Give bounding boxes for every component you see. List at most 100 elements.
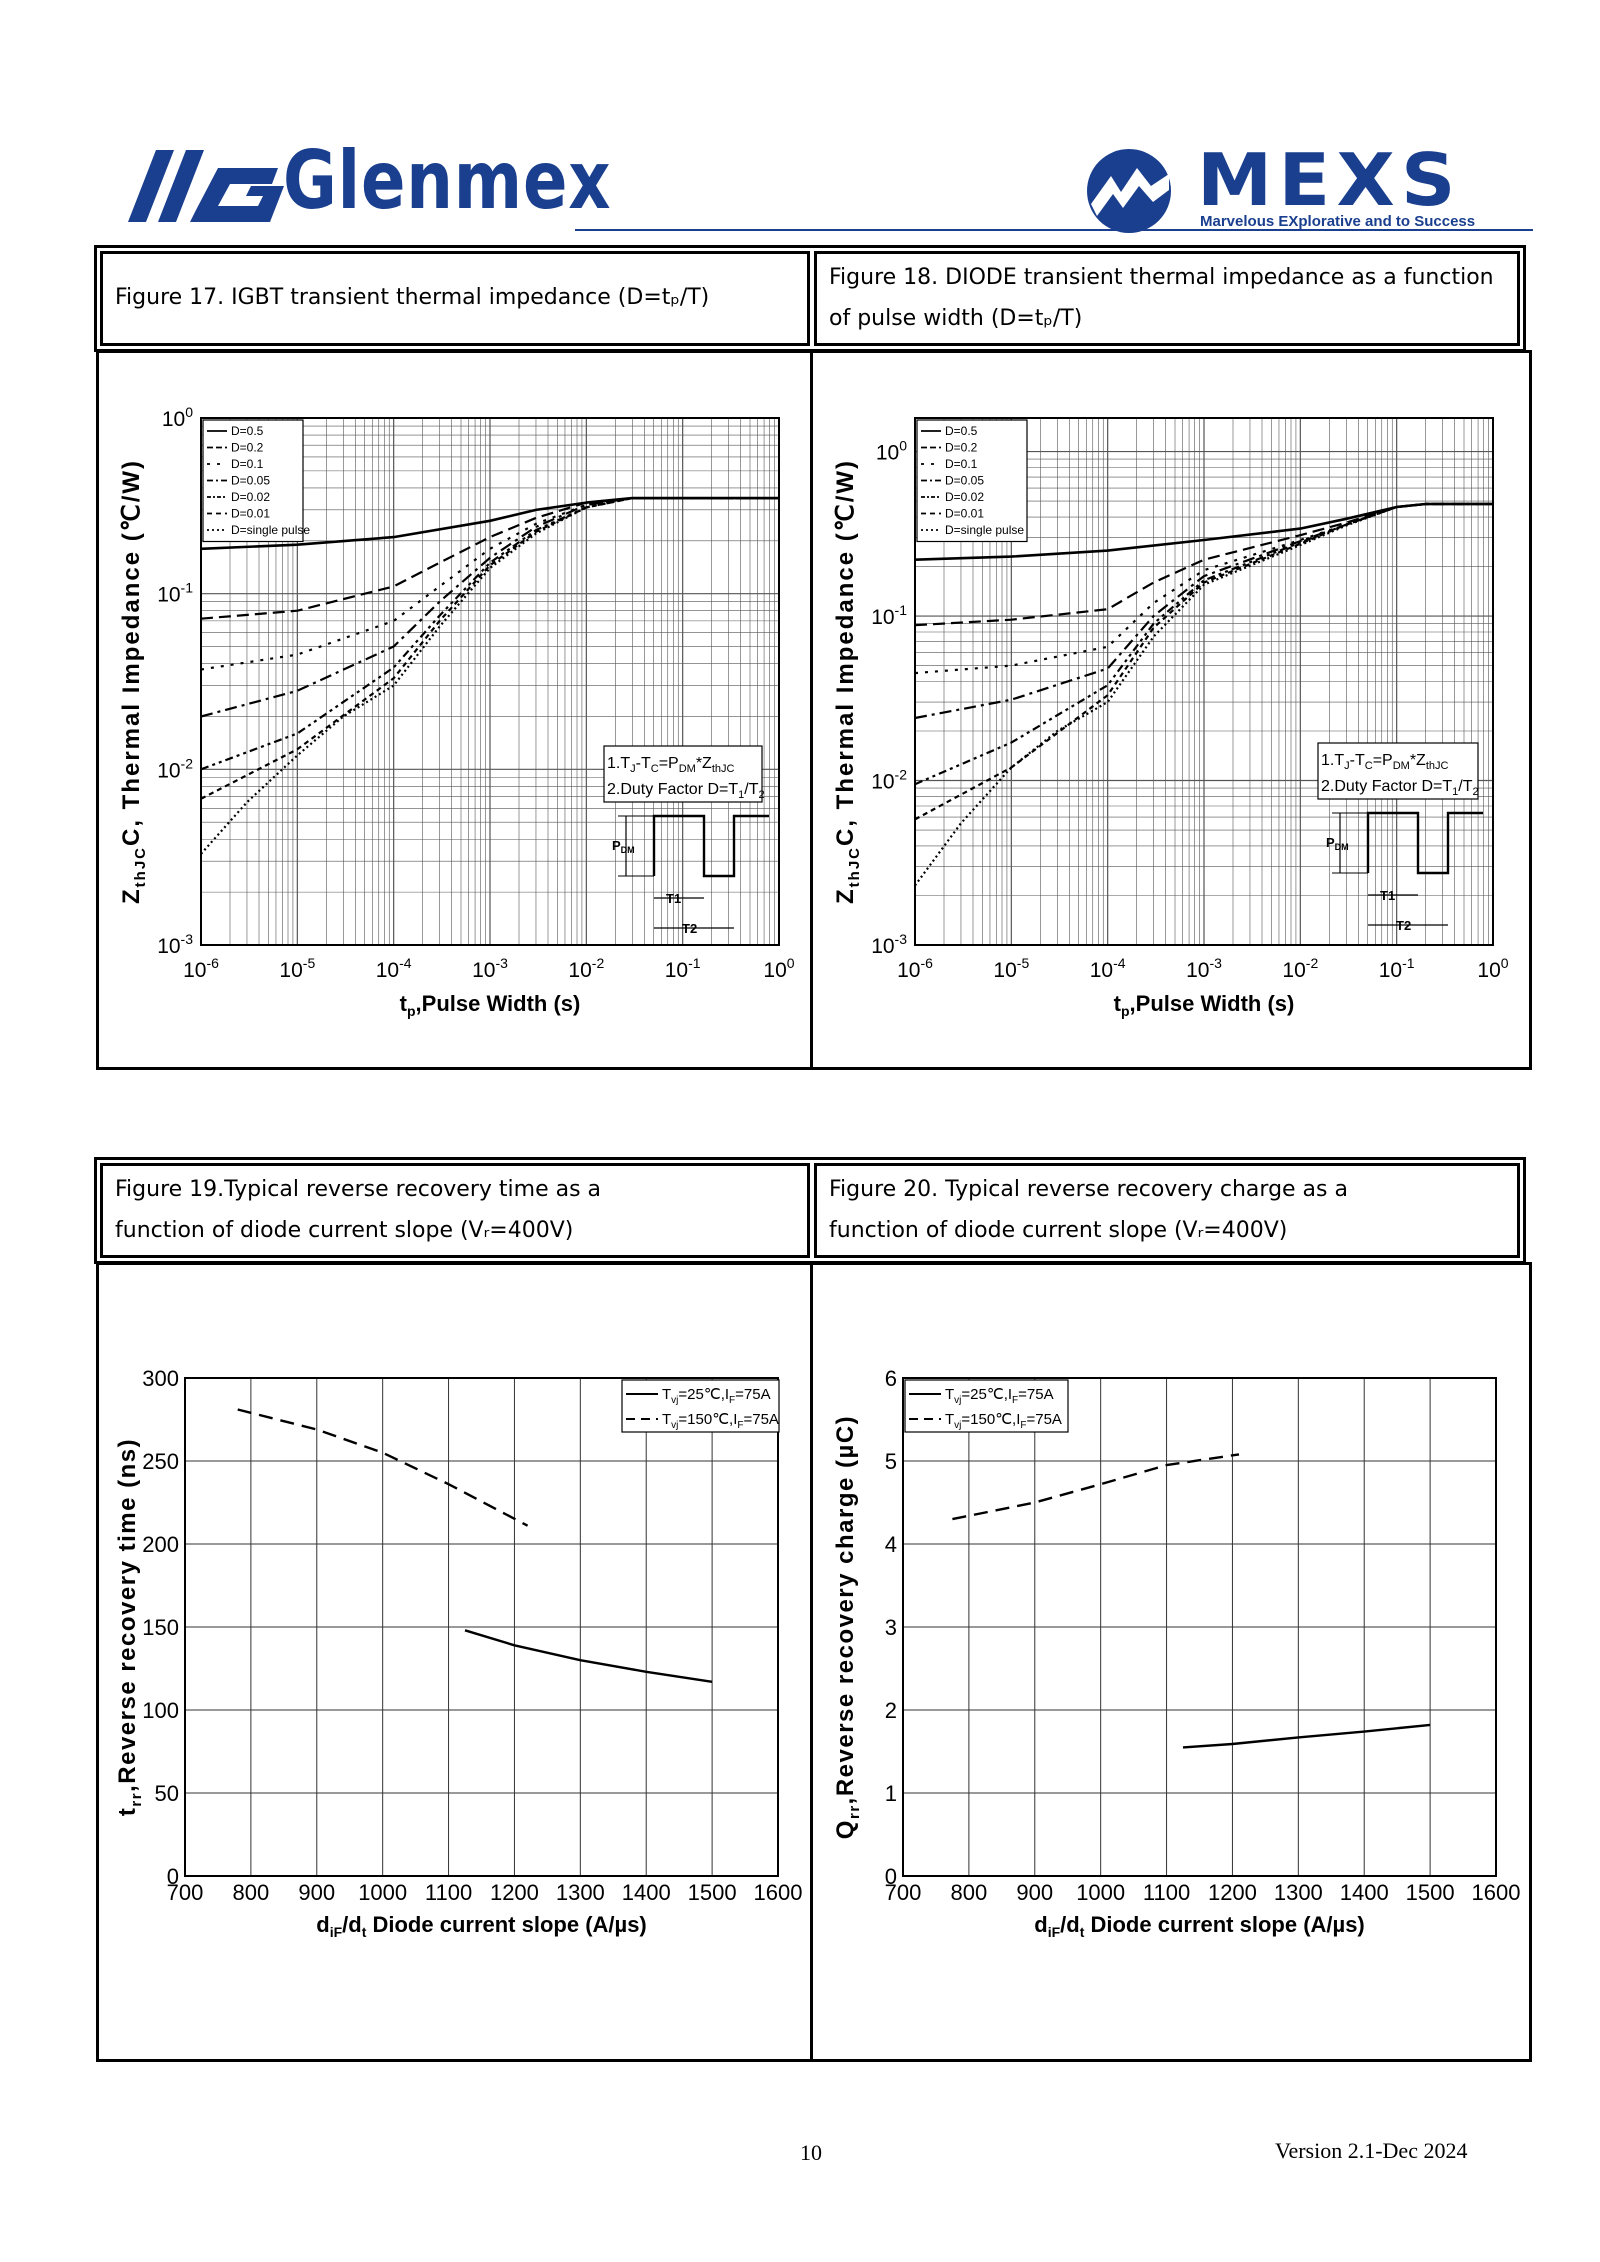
mexs-wordmark: MEXS: [1197, 138, 1462, 222]
fig17-ytick-label: 10-3: [157, 931, 193, 958]
fig19-grid: [184, 1377, 779, 1877]
version-label: Version 2.1-Dec 2024: [1275, 2138, 1468, 2163]
fig19-ytick-label: 50: [155, 1781, 179, 1806]
fig19-xtick-label: 1600: [754, 1880, 803, 1905]
fig19-xtick-label: 1100: [425, 1880, 472, 1905]
fig18-series-d-0-02: [914, 502, 1493, 786]
fig17-t2-label: T2: [682, 921, 697, 936]
fig20-xtick-label: 900: [1016, 1880, 1053, 1905]
fig19-xtick-label: 1000: [358, 1880, 407, 1905]
fig18-panel: 10-6 10-5 10-4 10-3 10-2 10-1 100 10-3 10-2 10-1 1…: [810, 350, 1532, 1070]
fig17-plot-frame: [200, 417, 780, 946]
fig18-legend-label: D=0.05: [945, 474, 984, 488]
fig18-legend-label: D=0.1: [945, 457, 978, 471]
fig20-xtick-label: 1000: [1076, 1880, 1125, 1905]
fig17-series-d-single-pulse: [200, 497, 779, 855]
fig18-series-d-single-pulse: [914, 502, 1493, 887]
fig17-caption: Figure 17. IGBT transient thermal impeda…: [100, 251, 810, 346]
fig17-series-d-0-02: [200, 497, 779, 771]
fig18-legend-label: D=0.2: [945, 441, 978, 455]
fig18-series-d-0-05: [914, 502, 1493, 720]
fig20-ytick-label: 5: [885, 1449, 897, 1474]
fig20-series-tvj150: [952, 1453, 1240, 1521]
fig18-ylabel: ZthJCC, Thermal Impedance (℃/W): [832, 459, 863, 904]
fig18-pdm-label: PDM: [1326, 835, 1349, 852]
fig18-ytick-label: 10-2: [871, 767, 907, 794]
glenmex-logo: Glenmex: [118, 134, 611, 240]
fig17-legend-label: D=single pulse: [231, 523, 310, 537]
fig18-xtick-label: 10-4: [1090, 955, 1126, 982]
fig19-ytick-label: 300: [142, 1366, 179, 1391]
fig19-ytick-label: 100: [142, 1698, 179, 1723]
fig20-grid: [902, 1377, 1497, 1877]
fig20-ytick-label: 2: [885, 1698, 897, 1723]
fig18-legend-label: D=0.01: [945, 507, 984, 521]
fig19-ytick-label: 150: [142, 1615, 179, 1640]
fig18-chart: 10-6 10-5 10-4 10-3 10-2 10-1 100 10-3 10-2 10-1 1…: [832, 417, 1509, 1019]
fig18-ytick-label: 100: [876, 438, 907, 465]
fig20-xtick-label: 1100: [1143, 1880, 1190, 1905]
fig17-ylabel: ZthJCC, Thermal Impedance (℃/W): [118, 459, 149, 904]
fig20-ytick-label: 4: [885, 1532, 897, 1557]
fig19-chart: 700 800 900 1000 1100 1200 1300 1400 1500 1600 0 50…: [114, 1366, 803, 1940]
fig19-legend-label: Tvj=150℃,IF=75A: [662, 1411, 779, 1431]
fig20-ytick-label: 0: [885, 1864, 897, 1889]
fig19-caption-line2: function of diode current slope (Vᵣ=400V…: [115, 1218, 574, 1243]
fig20-ytick-label: 6: [885, 1366, 897, 1391]
fig18-plot-frame: [914, 417, 1494, 946]
fig17-xtick-label: 10-2: [568, 955, 604, 982]
fig18-xtick-label: 10-1: [1379, 955, 1415, 982]
fig17-xtick-label: 100: [763, 955, 794, 982]
fig19-ylabel: trr,Reverse recovery time (ns): [114, 1438, 145, 1816]
fig17-legend-label: D=0.1: [231, 457, 264, 471]
fig20-legend-label: Tvj=25℃,IF=75A: [945, 1386, 1054, 1406]
fig17-panel: 10-6 10-5 10-4 10-3 10-2 10-1 100 10-3 10-2 10-1 1…: [96, 350, 813, 1070]
fig18-series-d-0-2: [914, 502, 1493, 627]
fig18-ytick-label: 10-3: [871, 931, 907, 958]
fig18-legend: D=0.5 D=0.2 D=0.1 D=0.05 D=0.02 D=0.01 D=singl…: [916, 419, 1028, 543]
fig17-legend-box: [202, 419, 304, 543]
fig17-t1-label: T1: [666, 891, 681, 906]
fig19-xtick-label: 1200: [490, 1880, 539, 1905]
fig18-caption-line1: Figure 18. DIODE transient thermal imped…: [829, 265, 1494, 290]
fig18-xtick-label: 10-3: [1186, 955, 1222, 982]
fig18-grid: [914, 418, 1493, 946]
fig20-ylabel: Qrr,Reverse recovery charge (µC): [832, 1415, 863, 1839]
fig20-xtick-label: 1500: [1406, 1880, 1455, 1905]
fig19-legend: Tvj=25℃,IF=75A Tvj=150℃,IF=75A: [621, 1379, 780, 1433]
fig17-legend-label: D=0.01: [231, 507, 270, 521]
fig17-legend-label: D=0.5: [231, 424, 264, 438]
fig20-xtick-label: 1400: [1340, 1880, 1389, 1905]
fig17-legend-label: D=0.02: [231, 490, 270, 504]
fig18-xtick-label: 10-6: [897, 955, 933, 982]
fig20-xlabel: diF/dt Diode current slope (A/µs): [1034, 1912, 1365, 1940]
fig18-caption-line2: of pulse width (D=tₚ/T): [829, 306, 1083, 331]
fig19-ytick-label: 250: [142, 1449, 179, 1474]
mexs-logo: MEXS Marvelous EXplorative and to Succes…: [1085, 138, 1530, 236]
fig17-pdm-label: PDM: [612, 838, 635, 855]
fig19-xlabel: diF/dt Diode current slope (A/µs): [316, 1912, 647, 1940]
fig20-panel: 700 800 900 1000 1100 1200 1300 1400 1500 1600 0 1 2…: [810, 1262, 1532, 2062]
glenmex-wordmark: Glenmex: [283, 134, 612, 227]
fig20-ytick-label: 3: [885, 1615, 897, 1640]
fig18-xlabel: tp,Pulse Width (s): [1114, 991, 1295, 1019]
fig19-legend-box: [621, 1379, 780, 1433]
header-rule: [575, 229, 1533, 231]
fig17-chart: 10-6 10-5 10-4 10-3 10-2 10-1 100 10-3 10-2 10-1 1…: [118, 404, 795, 1019]
fig19-xtick-label: 1300: [556, 1880, 605, 1905]
fig19-xtick-label: 800: [233, 1880, 270, 1905]
fig17-legend: D=0.5 D=0.2 D=0.1 D=0.05 D=0.02 D=0.01 D=singl…: [202, 419, 310, 543]
fig19-panel: 700 800 900 1000 1100 1200 1300 1400 1500 1600 0 50…: [96, 1262, 813, 2062]
fig20-legend-box: [904, 1379, 1069, 1433]
fig19-caption-line1: Figure 19.Typical reverse recovery time …: [115, 1177, 602, 1202]
fig19-xtick-label: 900: [298, 1880, 335, 1905]
fig20-ytick-label: 1: [885, 1781, 897, 1806]
fig20-xtick-label: 700: [885, 1880, 922, 1905]
mexs-mark-icon: [1087, 149, 1171, 233]
page-number: 10: [800, 2140, 822, 2165]
fig18-note-line1: 1.TJ-TC=PDM*ZthJC: [1321, 752, 1448, 772]
fig17-ytick-label: 10-1: [157, 580, 193, 607]
fig17-note-line2: 2.Duty Factor D=T1/T2: [607, 781, 765, 801]
fig18-xtick-label: 10-2: [1282, 955, 1318, 982]
fig19-series-tvj25: [464, 1629, 713, 1683]
